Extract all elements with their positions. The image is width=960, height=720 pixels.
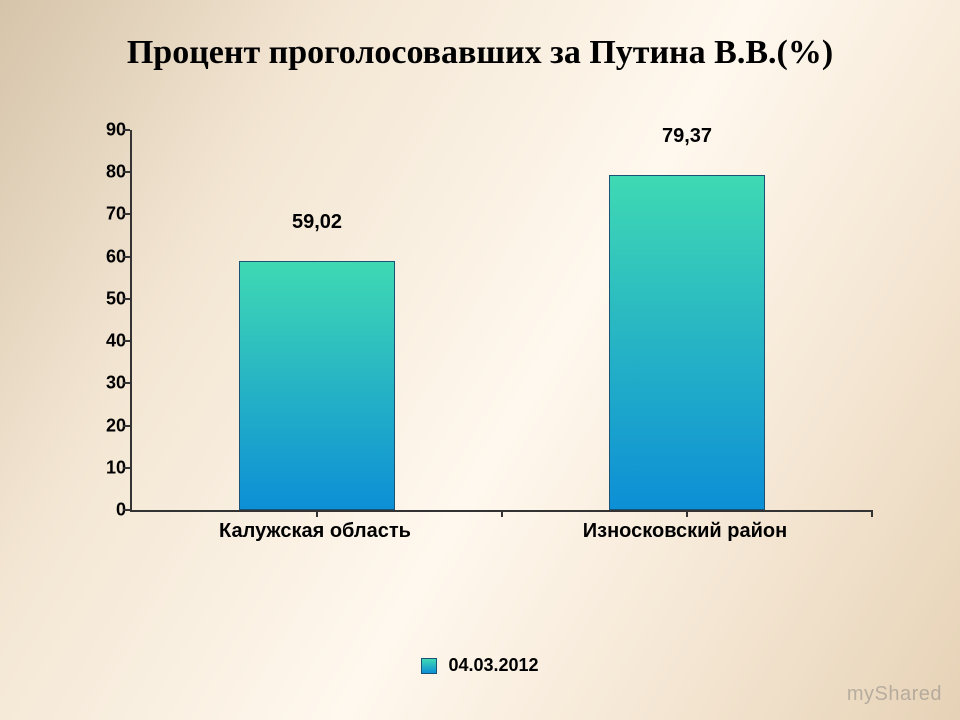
y-tick-mark bbox=[123, 256, 130, 258]
y-tick-label: 90 bbox=[60, 120, 126, 141]
y-tick-label: 40 bbox=[60, 331, 126, 352]
bar bbox=[239, 261, 394, 510]
y-tick-mark bbox=[123, 298, 130, 300]
x-category-label: Калужская область bbox=[219, 520, 411, 543]
y-tick-label: 20 bbox=[60, 415, 126, 436]
bar-value-label: 79,37 bbox=[662, 125, 712, 148]
x-tick-mark bbox=[686, 510, 688, 517]
bar-chart: 59,0279,37 0102030405060708090Калужская … bbox=[60, 120, 890, 560]
y-tick-label: 0 bbox=[60, 500, 126, 521]
chart-title: Процент проголосовавших за Путина В.В.(%… bbox=[0, 34, 960, 72]
y-tick-label: 60 bbox=[60, 246, 126, 267]
bar-value-label: 59,02 bbox=[292, 211, 342, 234]
y-tick-label: 50 bbox=[60, 288, 126, 309]
x-tick-mark bbox=[871, 510, 873, 517]
y-tick-mark bbox=[123, 340, 130, 342]
x-tick-mark bbox=[316, 510, 318, 517]
y-tick-label: 30 bbox=[60, 373, 126, 394]
y-tick-mark bbox=[123, 129, 130, 131]
bar bbox=[609, 175, 764, 510]
legend-label: 04.03.2012 bbox=[448, 655, 538, 675]
y-tick-mark bbox=[123, 382, 130, 384]
legend-swatch bbox=[421, 658, 437, 674]
legend: 04.03.2012 bbox=[0, 655, 960, 676]
x-category-label: Износковский район bbox=[583, 520, 787, 543]
y-tick-mark bbox=[123, 509, 130, 511]
x-tick-mark bbox=[501, 510, 503, 517]
y-tick-mark bbox=[123, 425, 130, 427]
y-tick-mark bbox=[123, 171, 130, 173]
watermark: myShared bbox=[847, 683, 942, 706]
y-tick-mark bbox=[123, 213, 130, 215]
y-tick-label: 80 bbox=[60, 162, 126, 183]
y-tick-mark bbox=[123, 467, 130, 469]
plot-area: 59,0279,37 bbox=[130, 130, 872, 512]
y-tick-label: 70 bbox=[60, 204, 126, 225]
y-tick-label: 10 bbox=[60, 457, 126, 478]
